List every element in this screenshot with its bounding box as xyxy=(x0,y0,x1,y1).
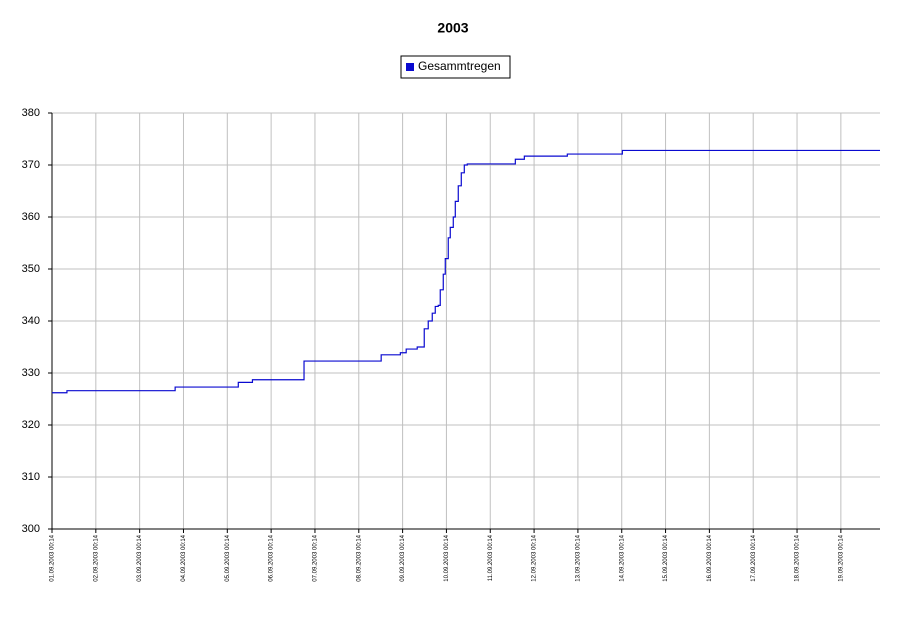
y-tick-label: 370 xyxy=(22,159,40,171)
x-tick-label: 17.09.2003 00:14 xyxy=(751,534,757,581)
y-tick-label: 340 xyxy=(22,315,40,327)
x-tick-label: 11.09.2003 00:14 xyxy=(488,534,494,581)
x-tick-label: 18.09.2003 00:14 xyxy=(795,534,801,581)
chart-title: 2003 xyxy=(437,20,468,36)
x-tick-label: 03.09.2003 00:14 xyxy=(137,534,143,581)
legend-box xyxy=(400,55,511,79)
y-tick-label: 330 xyxy=(22,367,40,379)
y-tick-label: 310 xyxy=(22,471,40,483)
legend: Gesammtregen xyxy=(400,55,511,79)
legend-label: Gesammtregen xyxy=(418,59,501,73)
x-tick-label: 05.09.2003 00:14 xyxy=(225,534,231,581)
x-tick-label: 07.09.2003 00:14 xyxy=(313,534,319,581)
x-tick-label: 08.09.2003 00:14 xyxy=(356,534,362,581)
y-tick-label: 320 xyxy=(22,419,40,431)
x-tick-label: 12.09.2003 00:14 xyxy=(532,534,538,581)
x-tick-label: 15.09.2003 00:14 xyxy=(663,534,669,581)
y-tick-label: 350 xyxy=(22,263,40,275)
x-tick-label: 19.09.2003 00:14 xyxy=(838,534,844,581)
x-tick-label: 06.09.2003 00:14 xyxy=(269,534,275,581)
x-tick-label: 14.09.2003 00:14 xyxy=(619,534,625,581)
x-tick-label: 02.09.2003 00:14 xyxy=(93,534,99,581)
legend-swatch xyxy=(406,63,414,71)
y-tick-label: 380 xyxy=(22,107,40,119)
x-tick-label: 16.09.2003 00:14 xyxy=(707,534,713,581)
x-tick-label: 09.09.2003 00:14 xyxy=(400,534,406,581)
y-tick-label: 360 xyxy=(22,211,40,223)
x-tick-label: 01.09.2003 00:14 xyxy=(50,534,56,581)
x-tick-label: 10.09.2003 00:14 xyxy=(444,534,450,581)
y-tick-label: 300 xyxy=(22,523,40,535)
x-tick-label: 04.09.2003 00:14 xyxy=(181,534,187,581)
x-tick-label: 13.09.2003 00:14 xyxy=(575,534,581,581)
series-line xyxy=(52,149,880,394)
